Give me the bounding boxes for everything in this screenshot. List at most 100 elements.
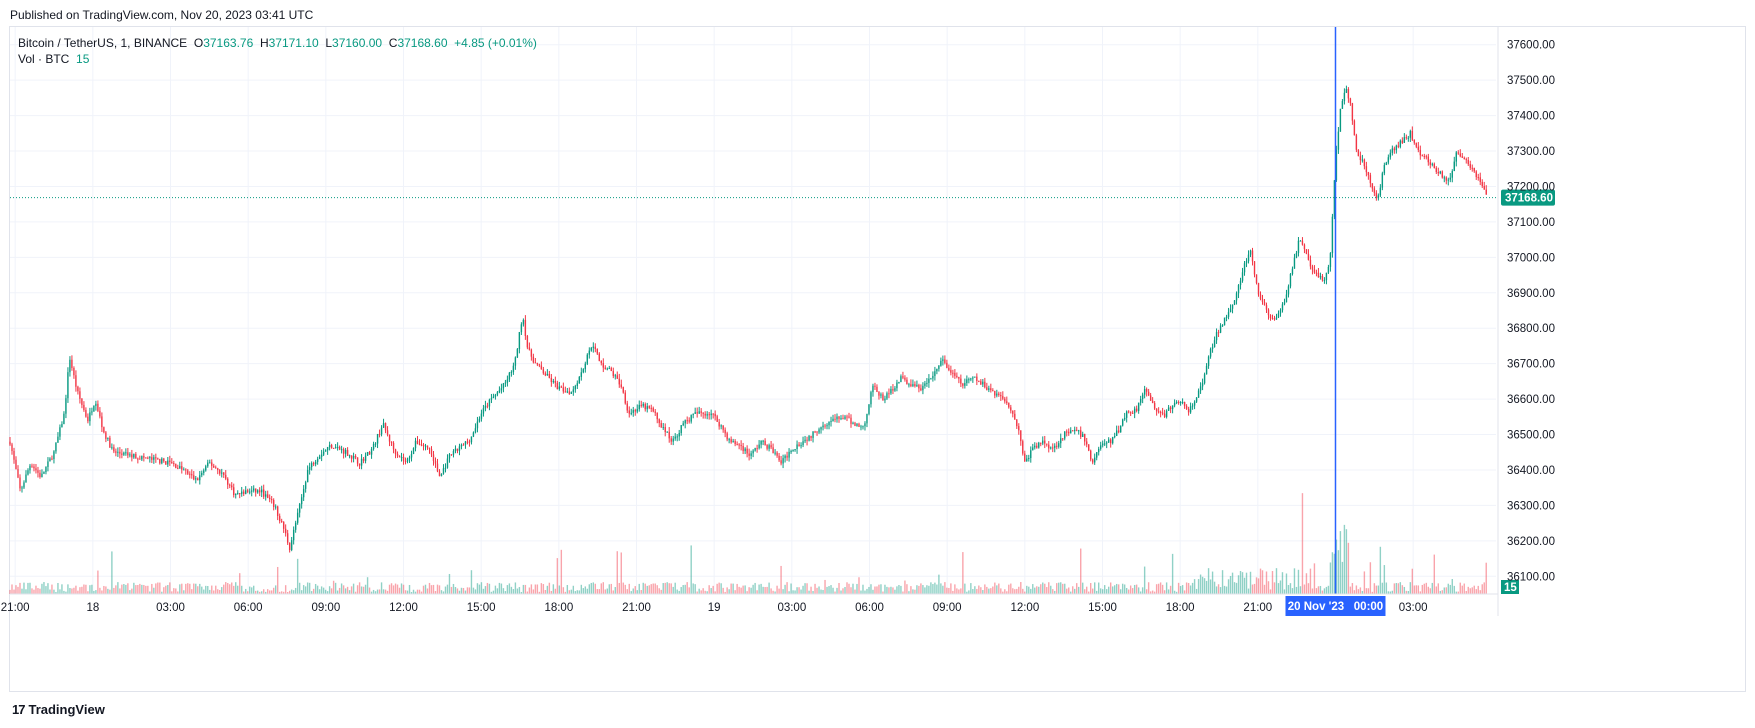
volume-bar (91, 584, 93, 594)
candle-body (948, 367, 950, 371)
volume-bar (836, 587, 838, 594)
volume-bar (334, 582, 337, 594)
candle-body (404, 461, 407, 463)
volume-bar (1050, 585, 1052, 594)
volume-bar (576, 590, 579, 594)
candle-body (866, 413, 868, 424)
volume-bar (324, 589, 327, 594)
candle-body (502, 383, 505, 389)
candle-body (1205, 365, 1208, 375)
volume-bar (1066, 588, 1068, 594)
volume-bar (534, 584, 537, 594)
candle-body (247, 490, 249, 492)
x-tick-label: 18:00 (1166, 602, 1195, 614)
volume-bar (225, 582, 227, 594)
candle-body (1253, 261, 1256, 275)
candle-body (11, 444, 13, 452)
volume-bar (1159, 582, 1162, 594)
candle-body (914, 384, 916, 387)
candle-body (488, 399, 491, 407)
volume-bar (542, 584, 545, 594)
volume-bar (726, 587, 728, 594)
candle-body (786, 455, 788, 458)
volume-bar (744, 585, 746, 594)
volume-bar (1052, 589, 1054, 594)
candle-body (1419, 149, 1422, 156)
volume-bar (696, 591, 698, 594)
candle-body (1179, 402, 1182, 404)
volume-bar (1379, 546, 1382, 594)
volume-bar (588, 584, 591, 594)
volume-bar (864, 590, 866, 594)
volume-bar (488, 583, 491, 594)
volume-bar (41, 583, 43, 594)
y-tick-label: 36800.00 (1507, 323, 1555, 335)
candle-body (774, 452, 776, 454)
volume-bar (47, 583, 49, 594)
volume-bar (714, 591, 716, 594)
candle-body (165, 461, 167, 465)
volume-bar (560, 549, 563, 594)
candle-body (690, 415, 692, 422)
candle-body (1225, 316, 1228, 318)
volume-bar (828, 586, 830, 594)
candle-body (880, 394, 882, 396)
volume-bar (1443, 587, 1445, 594)
candle-body (290, 540, 293, 550)
volume-bar (1088, 591, 1090, 594)
candle-body (41, 473, 43, 477)
volume-bar (215, 585, 217, 594)
ohlc-line: Bitcoin / TetherUS, 1, BINANCE O37163.76… (18, 35, 537, 51)
volume-bar (310, 591, 313, 594)
candle-body (920, 388, 922, 391)
volume-bar (708, 585, 710, 594)
volume-bar (1121, 583, 1124, 594)
candle-body (676, 436, 678, 438)
candle-body (480, 413, 483, 419)
volume-bar (546, 585, 549, 594)
volume-bar (141, 584, 143, 594)
candle-body (1012, 410, 1014, 414)
candle-body (434, 460, 437, 464)
candle-body (1367, 172, 1370, 176)
volume-bar (217, 589, 219, 594)
volume-bar (496, 588, 499, 594)
tradingview-footer[interactable]: 17 TradingView (12, 702, 105, 717)
volume-label[interactable]: Vol · BTC (18, 52, 70, 66)
candle-body (772, 447, 774, 454)
candle-body (758, 444, 760, 449)
candle-body (1113, 435, 1116, 438)
volume-bar (914, 589, 916, 594)
volume-bar (816, 587, 818, 594)
volume-bar (1389, 591, 1392, 594)
volume-bar (450, 586, 453, 594)
volume-bar (205, 585, 207, 594)
candle-body (620, 384, 622, 388)
volume-bar (1044, 583, 1046, 594)
volume-badge-label: 15 (1504, 582, 1517, 594)
volume-bar (898, 584, 900, 594)
candle-body (654, 411, 656, 413)
volume-bar (508, 583, 511, 594)
candle-body (590, 347, 593, 351)
volume-bar (326, 591, 329, 594)
volume-bar (1417, 585, 1420, 594)
volume-bar (1447, 583, 1449, 594)
volume-bar (1143, 566, 1146, 594)
volume-bar (918, 585, 920, 594)
candle-body (1175, 401, 1178, 404)
volume-bar (1265, 571, 1268, 594)
volume-bar (964, 583, 966, 594)
volume-bar (1351, 583, 1354, 594)
volume-bar (894, 589, 896, 594)
candle-body (280, 520, 283, 522)
candle-body (424, 445, 427, 447)
volume-bar (1295, 586, 1298, 594)
candle-body (1379, 187, 1382, 196)
candle-body (326, 447, 329, 451)
volume-bar (616, 551, 618, 594)
symbol-title[interactable]: Bitcoin / TetherUS, 1, BINANCE (18, 36, 188, 50)
volume-bar (872, 589, 874, 594)
volume-bar (498, 582, 501, 594)
